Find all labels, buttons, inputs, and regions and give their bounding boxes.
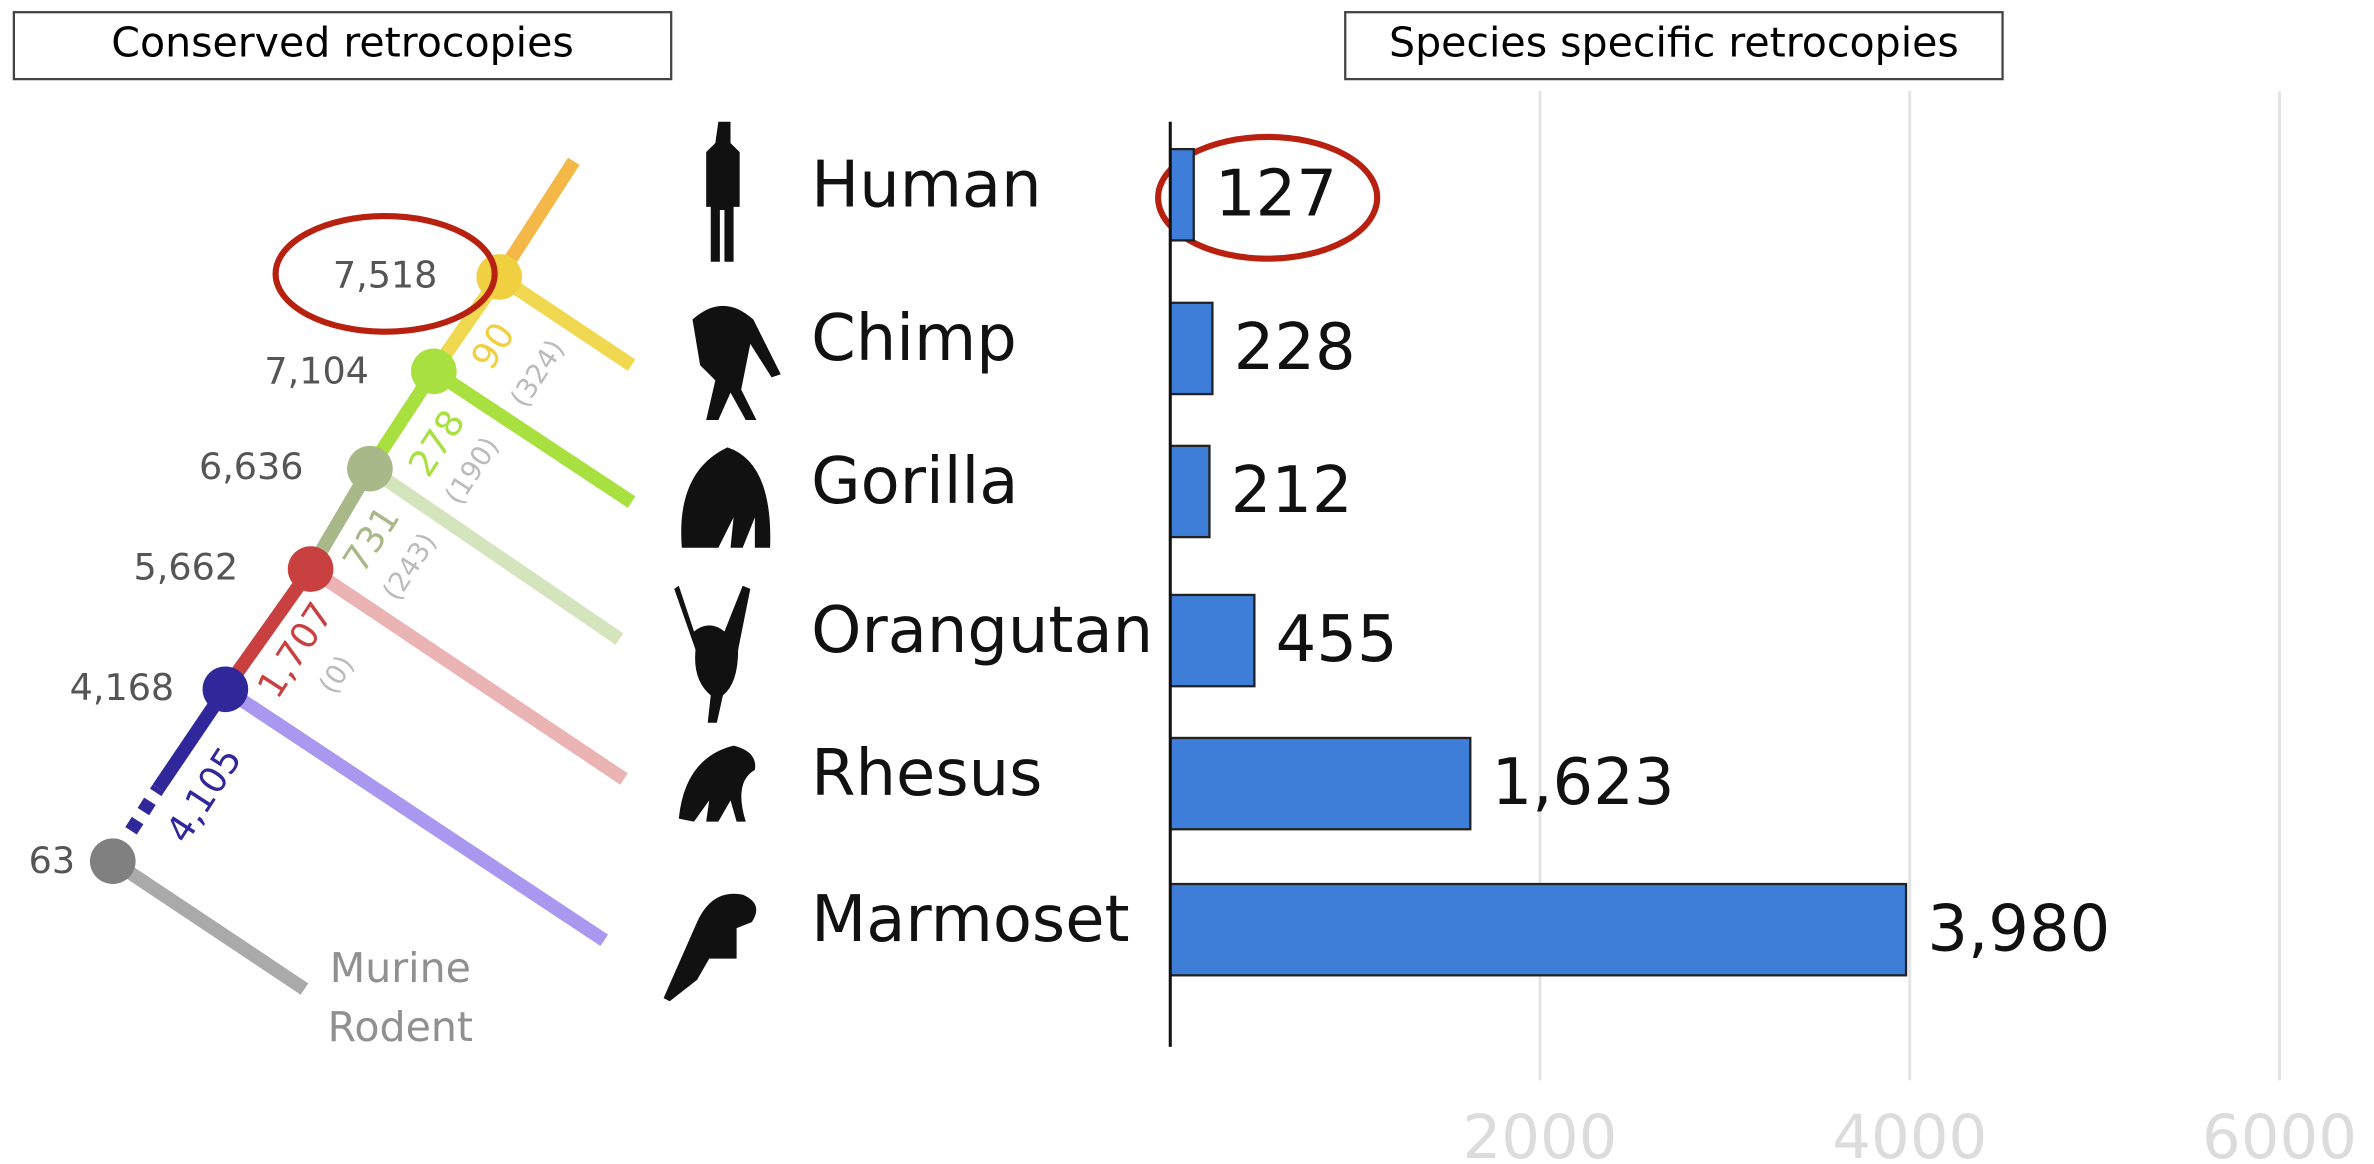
tree-node bbox=[90, 838, 136, 884]
branch bbox=[131, 788, 158, 831]
value-label: 212 bbox=[1231, 454, 1353, 528]
node-label: 63 bbox=[29, 839, 75, 882]
tree-node bbox=[411, 348, 457, 394]
category-label: Chimp bbox=[811, 302, 1017, 376]
category-label: Marmoset bbox=[811, 883, 1129, 957]
category-label: Rhesus bbox=[811, 737, 1042, 811]
node-label: 6,636 bbox=[199, 445, 304, 488]
x-tick-label: 4000 bbox=[1832, 1103, 1987, 1164]
value-label: 1,623 bbox=[1492, 746, 1675, 820]
category-label: Gorilla bbox=[811, 445, 1018, 519]
node-label: 7,518 bbox=[333, 253, 438, 296]
value-label: 455 bbox=[1276, 603, 1398, 677]
x-tick-label: 6000 bbox=[2202, 1103, 2357, 1164]
tree-node bbox=[347, 446, 393, 492]
tree-node bbox=[476, 254, 522, 300]
outgroup-label: Murine bbox=[330, 944, 471, 992]
node-label: 5,662 bbox=[134, 546, 239, 589]
bar-chart: 2000 4000 6000 Human 127 Chimp 228 Gorilla 212 Or… bbox=[811, 91, 2357, 1164]
branch bbox=[113, 861, 305, 989]
outgroup-label: Rodent bbox=[328, 1003, 473, 1051]
node-label: 4,168 bbox=[70, 666, 175, 709]
tree-title: Conserved retrocopies bbox=[111, 19, 574, 67]
value-label: 127 bbox=[1215, 157, 1337, 231]
tree-nodes: 7,5187,1046,6365,6624,1686390(324)278(19… bbox=[29, 253, 571, 884]
animal-icons bbox=[664, 122, 781, 1001]
value-label: 3,980 bbox=[1927, 892, 2110, 966]
bar bbox=[1170, 149, 1193, 240]
branch-label: 4,105 bbox=[157, 739, 250, 850]
bar bbox=[1170, 595, 1254, 686]
bar bbox=[1170, 446, 1209, 537]
tree-node bbox=[288, 546, 334, 592]
bar bbox=[1170, 303, 1212, 394]
branch-sublabel: (0) bbox=[314, 650, 361, 699]
category-label: Orangutan bbox=[811, 594, 1153, 668]
x-tick-label: 2000 bbox=[1463, 1103, 1618, 1164]
value-label: 228 bbox=[1234, 311, 1356, 385]
chart-title: Species specific retrocopies bbox=[1389, 19, 1959, 67]
bar bbox=[1170, 738, 1470, 829]
figure: Conserved retrocopies Species specific r… bbox=[0, 0, 2374, 1164]
node-label: 7,104 bbox=[264, 349, 369, 392]
tree-node bbox=[203, 666, 249, 712]
branch bbox=[311, 569, 624, 779]
bar bbox=[1170, 884, 1906, 975]
category-label: Human bbox=[811, 148, 1041, 222]
